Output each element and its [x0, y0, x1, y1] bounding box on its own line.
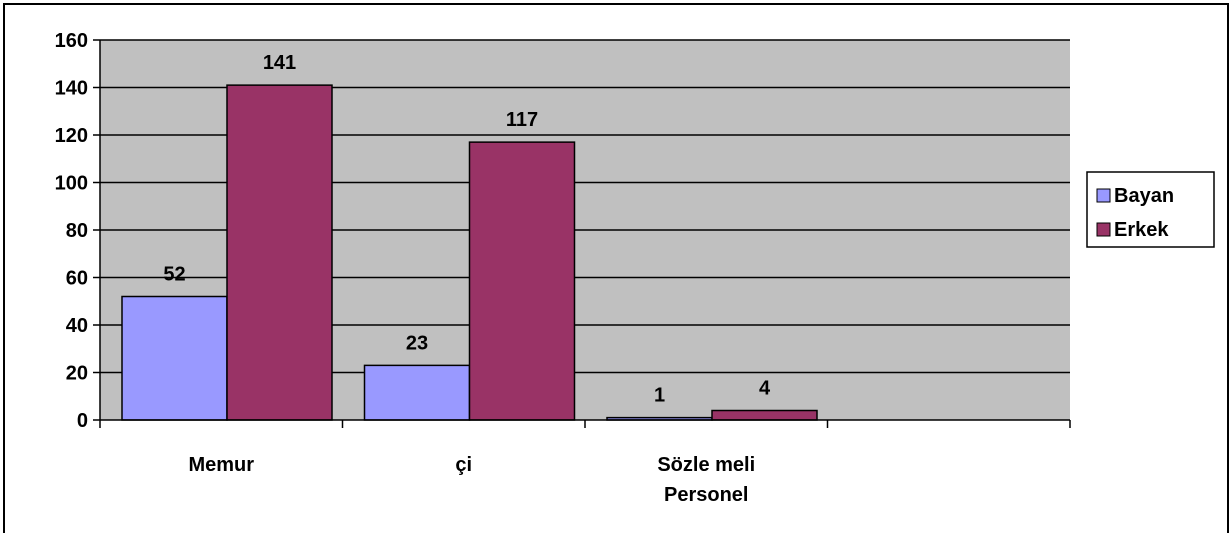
y-tick-label: 40 — [66, 315, 88, 337]
bar-erkek — [711, 409, 818, 421]
data-label: 117 — [506, 109, 538, 131]
legend-label-erkek: Erkek — [1114, 219, 1169, 241]
data-label: 23 — [406, 332, 428, 354]
y-tick-label: 60 — [66, 268, 88, 290]
y-tick-label: 0 — [77, 410, 88, 432]
x-category-label: çi — [455, 454, 472, 476]
x-category-label: Personel — [664, 484, 748, 506]
x-category-label: Sözle meli — [657, 454, 755, 476]
bar-bayan — [363, 364, 471, 421]
y-tick-label: 20 — [66, 363, 88, 385]
data-label: 52 — [163, 264, 185, 286]
y-tick-label: 120 — [55, 125, 88, 147]
bars — [121, 84, 818, 421]
data-label: 4 — [759, 378, 771, 400]
axes — [93, 39, 1071, 428]
data-label: 141 — [263, 52, 296, 74]
y-tick-label: 140 — [55, 78, 88, 100]
y-tick-label: 80 — [66, 220, 88, 242]
legend-swatch-bayan — [1096, 188, 1111, 203]
data-label: 1 — [654, 385, 665, 407]
labels: 0 20 40 60 80 100 120 140 160 52 23 1 141 117 4 Memur çi… — [55, 30, 771, 506]
y-tick-label: 100 — [55, 173, 88, 195]
bar-bayan — [121, 295, 228, 421]
legend-swatch-erkek — [1096, 222, 1111, 237]
chart-frame — [3, 3, 1229, 533]
legend: Bayan Erkek — [1086, 171, 1215, 248]
legend-label-bayan: Bayan — [1114, 185, 1174, 207]
x-category-label: Memur — [188, 454, 254, 476]
bar-erkek — [226, 84, 333, 421]
y-tick-label: 160 — [55, 30, 88, 52]
bar-erkek — [468, 141, 576, 421]
